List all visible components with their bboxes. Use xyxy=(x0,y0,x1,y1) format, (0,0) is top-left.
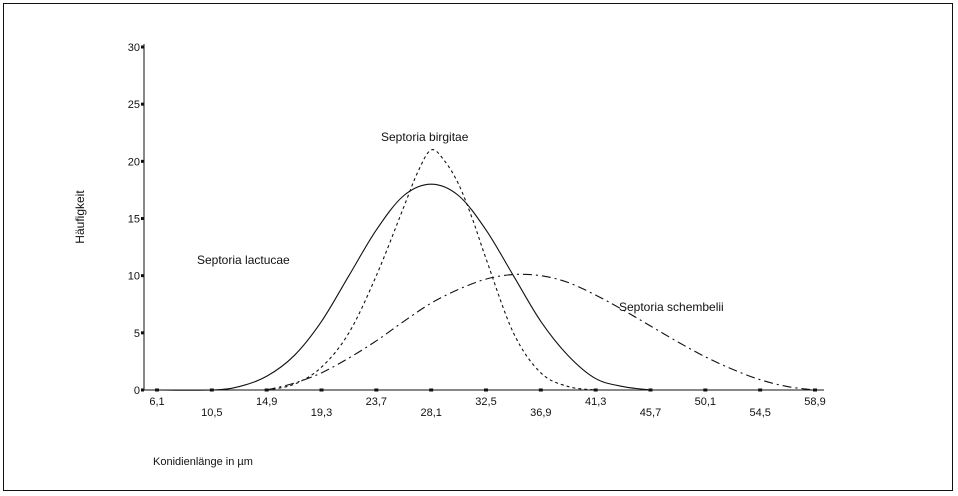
x-tick-label: 19,3 xyxy=(311,407,332,419)
y-tick-label: 25 xyxy=(128,99,140,111)
x-tick-label: 32,5 xyxy=(475,396,496,408)
label-lactucae: Septoria lactucae xyxy=(197,253,290,267)
x-tick-label: 58,9 xyxy=(804,396,825,408)
x-tick-label: 45,7 xyxy=(640,407,661,419)
y-tick-label: 5 xyxy=(134,328,140,340)
series-birgitae-line xyxy=(266,149,596,391)
x-tick-mark xyxy=(429,388,434,392)
x-tick-label: 6,1 xyxy=(149,396,164,408)
x-tick-label: 41,3 xyxy=(585,396,606,408)
x-tick-mark xyxy=(593,388,598,392)
x-tick-label: 28,1 xyxy=(420,407,441,419)
y-tick-label: 20 xyxy=(128,156,140,168)
y-tick-mark xyxy=(141,274,144,278)
x-tick-label: 50,1 xyxy=(695,396,716,408)
x-tick-mark xyxy=(484,388,488,392)
x-tick-label: 54,5 xyxy=(749,407,770,419)
y-tick-mark xyxy=(141,45,144,49)
chart-frame xyxy=(3,3,953,491)
labels-group: Häufigkeit Konidienlänge in µm Septoria la… xyxy=(73,130,724,468)
x-tick-mark xyxy=(374,388,379,392)
y-tick-label: 0 xyxy=(134,385,140,397)
x-tick-label: 14,9 xyxy=(256,396,277,408)
y-tick-mark xyxy=(141,159,144,163)
x-tick-mark xyxy=(319,388,324,392)
y-tick-mark xyxy=(141,331,144,335)
y-tick-label: 15 xyxy=(128,214,140,226)
x-tick-label: 10,5 xyxy=(201,407,222,419)
y-tick-mark xyxy=(141,102,144,106)
y-axis-title: Häufigkeit xyxy=(73,190,87,244)
y-tick-label: 10 xyxy=(128,271,140,283)
x-tick-mark xyxy=(758,388,763,392)
label-schembelii: Septoria schembelii xyxy=(619,300,724,314)
series-schembelii-line xyxy=(266,273,816,391)
series-lactucae-line xyxy=(156,183,651,391)
label-birgitae: Septoria birgitae xyxy=(381,130,469,144)
y-tick-mark xyxy=(141,388,144,392)
axes: 0 5 10 15 20 25 30 6,1 10,5 14,9 19,3 23,7 28,1 32,5 3… xyxy=(128,42,826,419)
y-tick-mark xyxy=(141,217,144,220)
x-axis-title: Konidienlänge in µm xyxy=(153,456,253,468)
x-tick-label: 36,9 xyxy=(530,407,551,419)
x-tick-mark xyxy=(538,388,543,392)
x-tick-label: 23,7 xyxy=(366,396,387,408)
y-tick-label: 30 xyxy=(128,42,140,54)
x-tick-mark xyxy=(703,388,708,392)
series-group xyxy=(156,149,816,391)
